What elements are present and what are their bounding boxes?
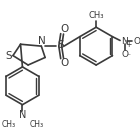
Text: O: O [60, 58, 68, 68]
Text: O: O [60, 24, 68, 34]
Text: O: O [121, 50, 128, 59]
Text: +: + [125, 39, 132, 49]
Text: N: N [19, 110, 26, 120]
Text: N: N [38, 36, 46, 46]
Text: ⁻: ⁻ [127, 51, 131, 60]
Text: CH₃: CH₃ [30, 120, 44, 129]
Text: CH₃: CH₃ [1, 120, 15, 129]
Text: S: S [5, 51, 12, 61]
Text: S: S [57, 40, 64, 50]
Text: N: N [121, 37, 128, 46]
Text: O: O [134, 37, 140, 46]
Text: CH₃: CH₃ [88, 11, 104, 20]
